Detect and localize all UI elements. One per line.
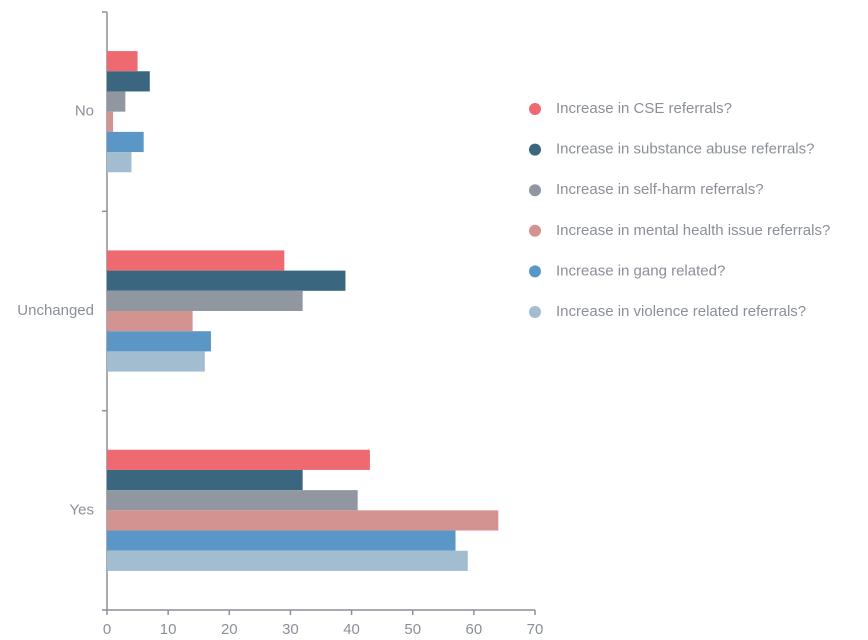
bar — [107, 71, 150, 92]
bar — [107, 131, 144, 153]
legend-marker — [529, 265, 541, 278]
bar — [107, 91, 126, 112]
bar — [107, 530, 456, 551]
bar — [107, 449, 370, 470]
legend-marker — [529, 143, 541, 156]
legend-marker — [529, 184, 541, 197]
legend-marker — [529, 306, 541, 318]
x-tick-label: 10 — [160, 621, 177, 638]
bar — [107, 250, 285, 271]
legend-marker — [529, 103, 541, 115]
x-tick-label: 20 — [221, 621, 238, 638]
bar — [107, 331, 211, 352]
bar — [107, 351, 205, 372]
legend-label: Increase in gang related? — [556, 262, 725, 279]
y-tick-label: No — [75, 103, 94, 120]
bar — [107, 111, 114, 132]
legend-label: Increase in mental health issue referral… — [556, 222, 830, 239]
x-tick-label: 60 — [466, 621, 483, 638]
legend-label: Increase in violence related referrals? — [556, 303, 806, 320]
x-tick-label: 0 — [103, 621, 111, 638]
bar — [107, 490, 358, 511]
y-tick-label: Unchanged — [17, 302, 94, 319]
x-tick-label: 40 — [343, 621, 360, 638]
bar — [107, 270, 346, 291]
bar — [107, 510, 499, 531]
bar — [107, 550, 468, 571]
x-tick-label: 50 — [404, 621, 421, 638]
bar — [107, 469, 303, 491]
legend-label: Increase in CSE referrals? — [556, 100, 732, 117]
legend-marker — [529, 224, 541, 237]
bar — [107, 152, 132, 173]
x-tick-label: 30 — [282, 621, 299, 638]
x-tick-label: 70 — [527, 621, 544, 638]
bar — [107, 311, 193, 332]
legend-label: Increase in self-harm referrals? — [556, 181, 764, 198]
y-tick-label: Yes — [70, 501, 94, 518]
legend-label: Increase in substance abuse referrals? — [556, 141, 814, 158]
bar — [107, 290, 303, 311]
bar — [107, 51, 138, 72]
